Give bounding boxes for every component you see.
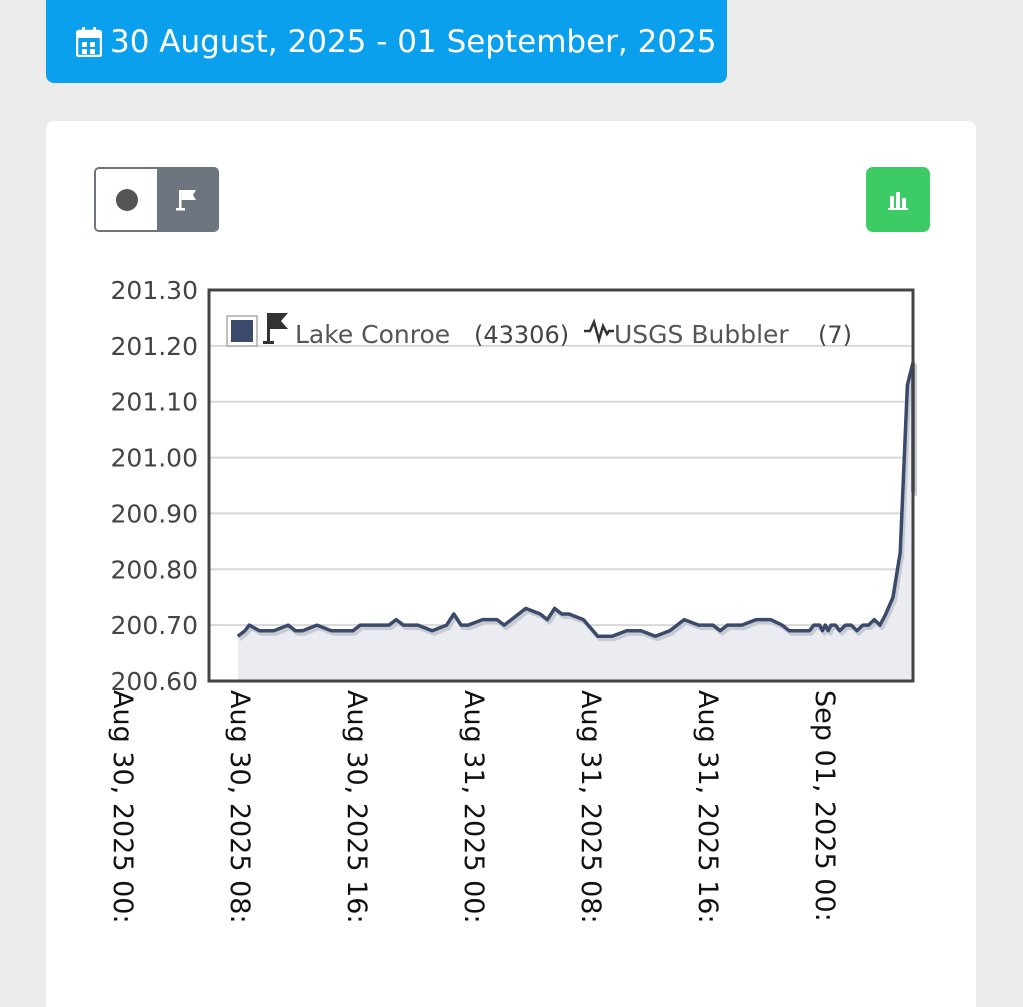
plot-border <box>207 288 915 683</box>
chart-card <box>46 121 976 1007</box>
pulse-icon <box>584 318 614 345</box>
grid-lines <box>209 344 913 627</box>
x-tick-label: Aug 31, 2025 00: <box>458 690 489 924</box>
y-tick-label: 200.70 <box>111 611 198 640</box>
legend-item-usgs-bubbler[interactable]: USGS Bubbler (7) <box>584 318 852 349</box>
y-axis-ticks: 201.30 201.20 201.10 201.00 200.90 200.80 200.… <box>111 276 198 696</box>
x-tick-label: Aug 31, 2025 08: <box>575 690 606 924</box>
series-line <box>236 360 915 639</box>
x-tick-label: Aug 30, 2025 16: <box>341 690 372 924</box>
y-tick-label: 201.30 <box>111 276 198 305</box>
x-tick-label: Aug 31, 2025 16: <box>692 690 723 924</box>
x-tick-label: Sep 01, 2025 00: <box>809 690 840 922</box>
y-tick-label: 201.10 <box>111 388 198 417</box>
legend-series-name: Lake Conroe <box>295 320 450 349</box>
flag-icon <box>176 189 196 210</box>
y-tick-label: 200.90 <box>111 499 198 528</box>
legend: Lake Conroe (43306) USGS Bubbler (7) <box>226 313 852 349</box>
dot-icon <box>115 188 138 211</box>
date-range-label: 30 August, 2025 - 01 September, 2025 <box>110 23 717 60</box>
bar-chart-icon <box>888 191 908 210</box>
y-tick-label: 200.60 <box>111 667 198 696</box>
calendar-icon <box>76 26 102 57</box>
legend-series-count: (7) <box>818 321 852 349</box>
legend-item-lake-conroe[interactable]: Lake Conroe (43306) <box>226 313 569 349</box>
flag-toggle-button[interactable] <box>157 169 217 230</box>
legend-series-count: (43306) <box>474 321 569 349</box>
dot-toggle-button[interactable] <box>96 169 157 230</box>
y-tick-label: 200.80 <box>111 555 198 584</box>
x-axis-ticks: Aug 30, 2025 00: Aug 30, 2025 08: Aug 30, … <box>107 690 840 924</box>
legend-series-name: USGS Bubbler <box>614 320 789 349</box>
y-tick-label: 201.00 <box>111 444 198 473</box>
x-tick-label: Aug 30, 2025 00: <box>107 690 138 924</box>
chart-type-button[interactable] <box>866 167 930 232</box>
flag-icon <box>263 313 288 344</box>
x-tick-label: Aug 30, 2025 08: <box>224 690 255 924</box>
date-range-button[interactable]: 30 August, 2025 - 01 September, 2025 <box>46 0 727 83</box>
view-toggle <box>94 167 219 232</box>
series-line-shadow <box>238 363 917 642</box>
y-tick-label: 201.20 <box>111 332 198 361</box>
